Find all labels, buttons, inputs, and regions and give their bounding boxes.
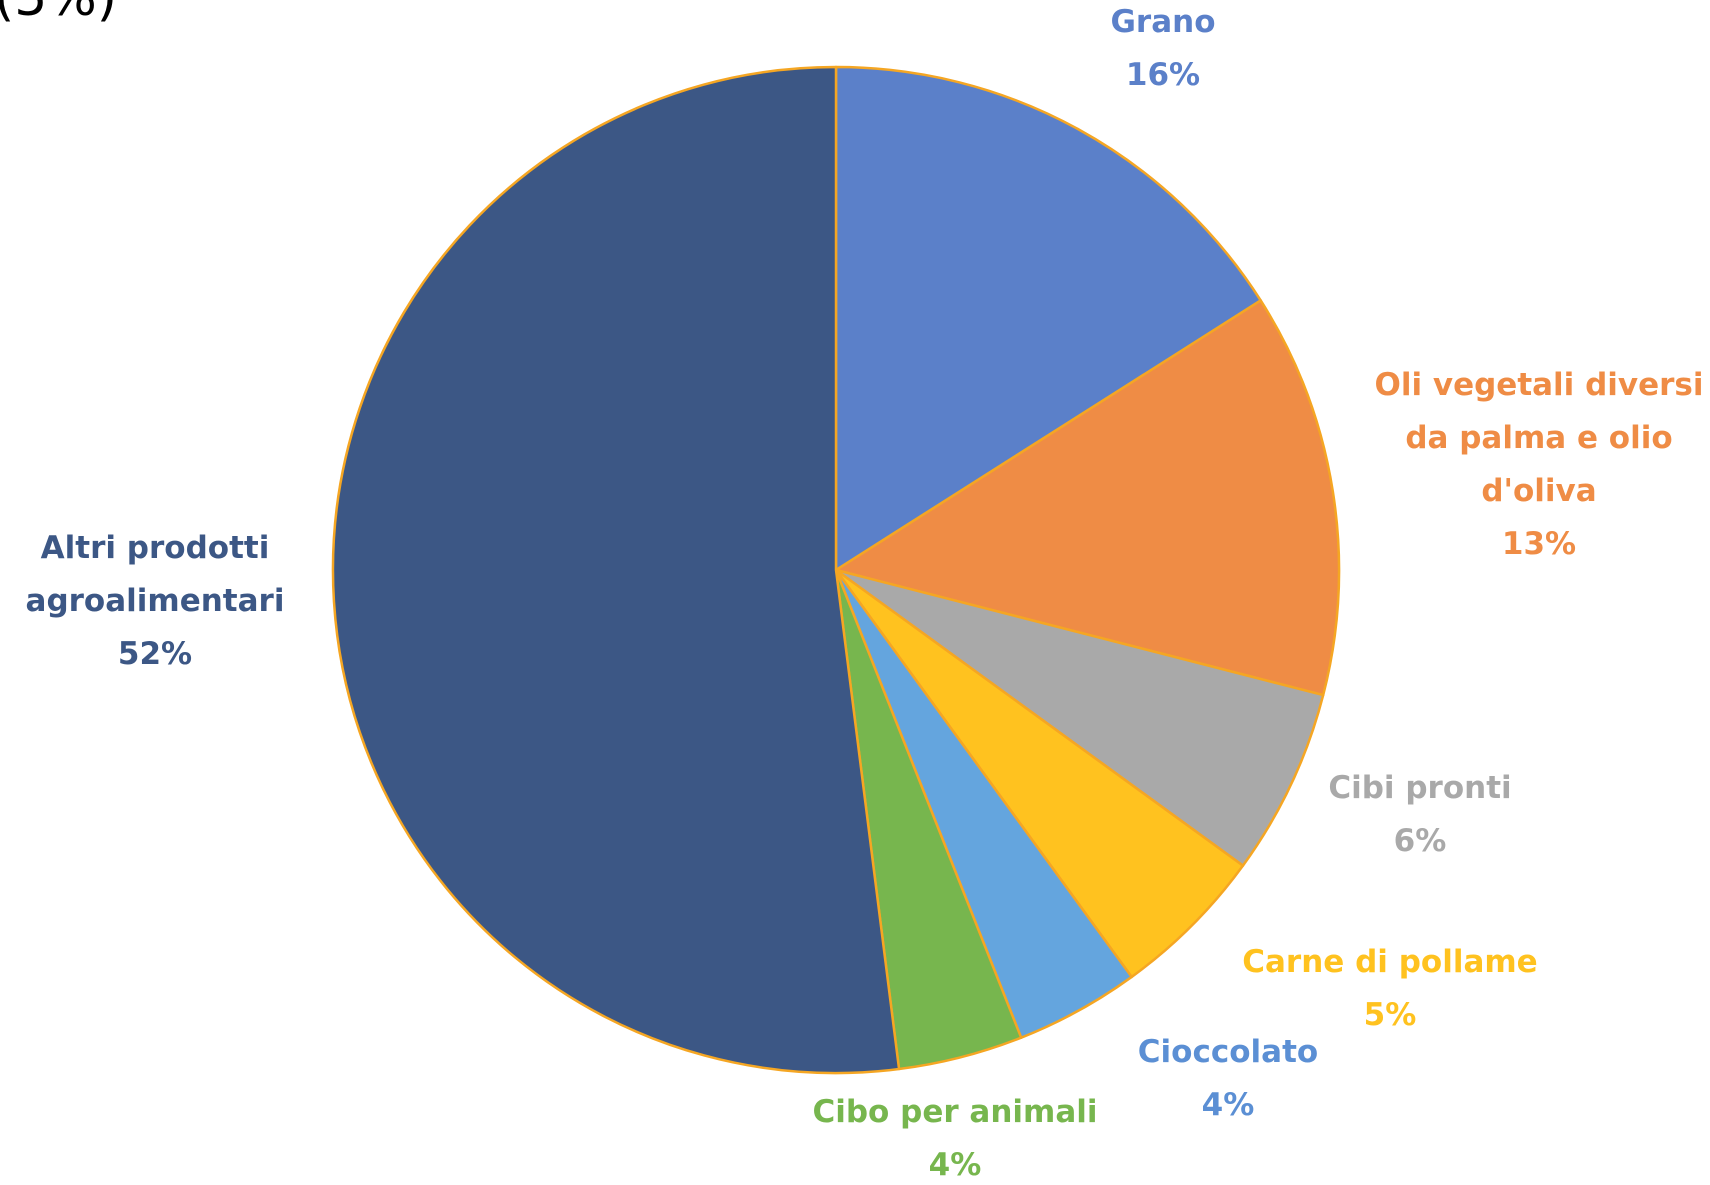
slice-name-line: Carne di pollame [1242, 944, 1537, 980]
pie-slice-cibi-pronti [834, 568, 1325, 867]
slice-value-label: 52% [118, 636, 192, 672]
slice-name-line: Cibi pronti [1328, 770, 1511, 806]
slice-label-grano: Grano 16% [1110, 4, 1215, 93]
pie-slice-oli-vegetali-diversi-da-palma-e-olio-d-oliva [834, 299, 1341, 697]
pie-slice-carne-di-pollame [834, 568, 1245, 979]
slice-name-line: Altri prodotti [41, 530, 270, 566]
slice-label-cibo-per-animali: Cibo per animali 4% [812, 1094, 1097, 1183]
slice-name-line: agroalimentari [26, 583, 285, 619]
slice-value-label: 4% [929, 1147, 982, 1183]
slice-value-label: 16% [1126, 57, 1200, 93]
pie-labels: Grano 16% Oli vegetali diversi da palma e o… [26, 4, 1704, 1183]
pie-slice-grano [834, 65, 1262, 572]
slice-value-label: 4% [1202, 1087, 1255, 1123]
pie-slice-altri-prodotti-agroalimentari [331, 65, 901, 1075]
slice-name-line: Cibo per animali [812, 1094, 1097, 1130]
pie-slices [331, 65, 1341, 1075]
slice-label-altri-prodotti-agroalimentari: Altri prodotti agroalimentari 52% [26, 530, 285, 672]
slice-label-cioccolato: Cioccolato 4% [1138, 1034, 1318, 1123]
slice-label-oli-vegetali-diversi-da-palma-e-olio-d-oliva: Oli vegetali diversi da palma e olio d'oli… [1374, 367, 1703, 562]
slice-name-line: Cioccolato [1138, 1034, 1318, 1070]
slice-value-label: 13% [1502, 526, 1576, 562]
slice-label-cibi-pronti: Cibi pronti 6% [1328, 770, 1511, 859]
slice-name-line: d'oliva [1481, 473, 1596, 509]
slice-value-label: 6% [1394, 823, 1447, 859]
slice-name-line: Oli vegetali diversi [1374, 367, 1703, 403]
slice-name-line: da palma e olio [1405, 420, 1672, 456]
slice-name-line: Grano [1110, 4, 1215, 40]
clipped-top-text: (5%) [0, 0, 117, 24]
slice-value-label: 5% [1364, 997, 1417, 1033]
slice-label-carne-di-pollame: Carne di pollame 5% [1242, 944, 1537, 1033]
